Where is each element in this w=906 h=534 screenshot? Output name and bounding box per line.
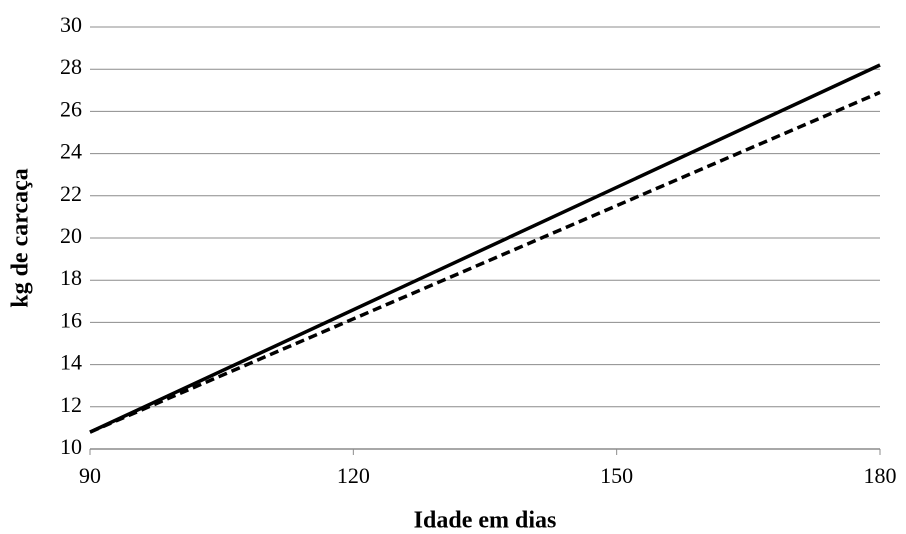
line-series	[89, 63, 881, 434]
line-series	[89, 90, 881, 434]
y-tick-label: 12	[60, 392, 82, 417]
y-tick-label: 14	[60, 350, 82, 375]
y-tick-label: 28	[60, 54, 82, 79]
y-tick-label: 24	[60, 139, 82, 164]
y-tick-label: 26	[60, 96, 82, 121]
y-tick-label: 30	[60, 12, 82, 37]
y-tick-label: 20	[60, 223, 82, 248]
y-tick-label: 18	[60, 265, 82, 290]
x-tick-label: 120	[337, 463, 370, 488]
x-axis-title: Idade em dias	[414, 508, 557, 534]
y-axis-title: kg de carcaça	[8, 168, 34, 308]
x-tick-label: 180	[864, 463, 897, 488]
x-tick-label: 150	[600, 463, 633, 488]
y-tick-label: 22	[60, 181, 82, 206]
x-tick-label: 90	[79, 463, 101, 488]
y-tick-label: 10	[60, 434, 82, 459]
y-tick-label: 16	[60, 307, 82, 332]
